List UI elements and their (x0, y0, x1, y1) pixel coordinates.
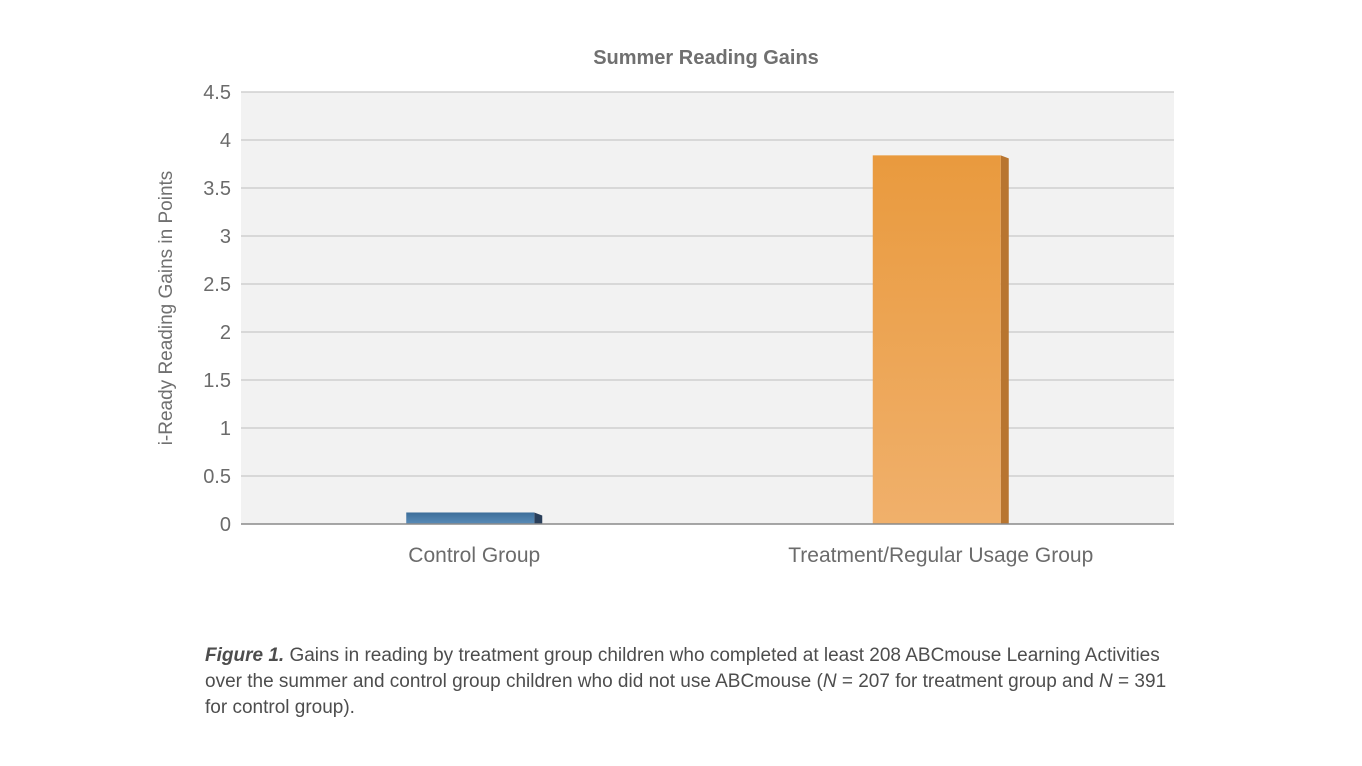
x-axis-tick-labels: Control Group Treatment/Regular Usage Gro… (408, 544, 1093, 567)
chart-title: Summer Reading Gains (593, 47, 819, 69)
y-tick-label: 3.5 (203, 178, 231, 200)
bar-side (1000, 155, 1009, 525)
bar-chart: 0 0.5 1 1.5 2 2.5 3 3.5 4 4.5 Control Group Treatm… (156, 47, 1174, 567)
y-tick-label: 1 (220, 418, 231, 440)
bars (406, 155, 1009, 525)
caption-text-3: = 391 for control group). (205, 671, 1167, 718)
bar (406, 512, 535, 524)
x-tick-label: Control Group (408, 544, 540, 567)
x-tick-label: Treatment/Regular Usage Group (788, 544, 1093, 567)
y-tick-label: 0.5 (203, 466, 231, 488)
y-tick-label: 4 (220, 130, 231, 152)
caption-text-1: Gains in reading by treatment group chil… (205, 645, 1160, 692)
caption-n-symbol-2: N (1099, 671, 1113, 692)
figure-label: Figure 1. (205, 645, 285, 666)
gridlines (241, 91, 1174, 477)
y-tick-label: 3 (220, 226, 231, 248)
figure-caption: Figure 1. Gains in reading by treatment … (205, 643, 1180, 721)
y-tick-label: 2 (220, 322, 231, 344)
y-axis-tick-labels: 0 0.5 1 1.5 2 2.5 3 3.5 4 4.5 (203, 82, 231, 536)
y-tick-label: 1.5 (203, 370, 231, 392)
caption-text-2: = 207 for treatment group and (836, 671, 1100, 692)
y-tick-label: 2.5 (203, 274, 231, 296)
bar (872, 155, 1001, 525)
caption-n-symbol-1: N (822, 671, 837, 692)
y-tick-label: 0 (220, 514, 231, 536)
plot-area (241, 92, 1174, 524)
y-tick-label: 4.5 (203, 82, 231, 104)
bar-side (534, 512, 543, 524)
y-axis-label: i-Ready Reading Gains in Points (156, 171, 177, 446)
